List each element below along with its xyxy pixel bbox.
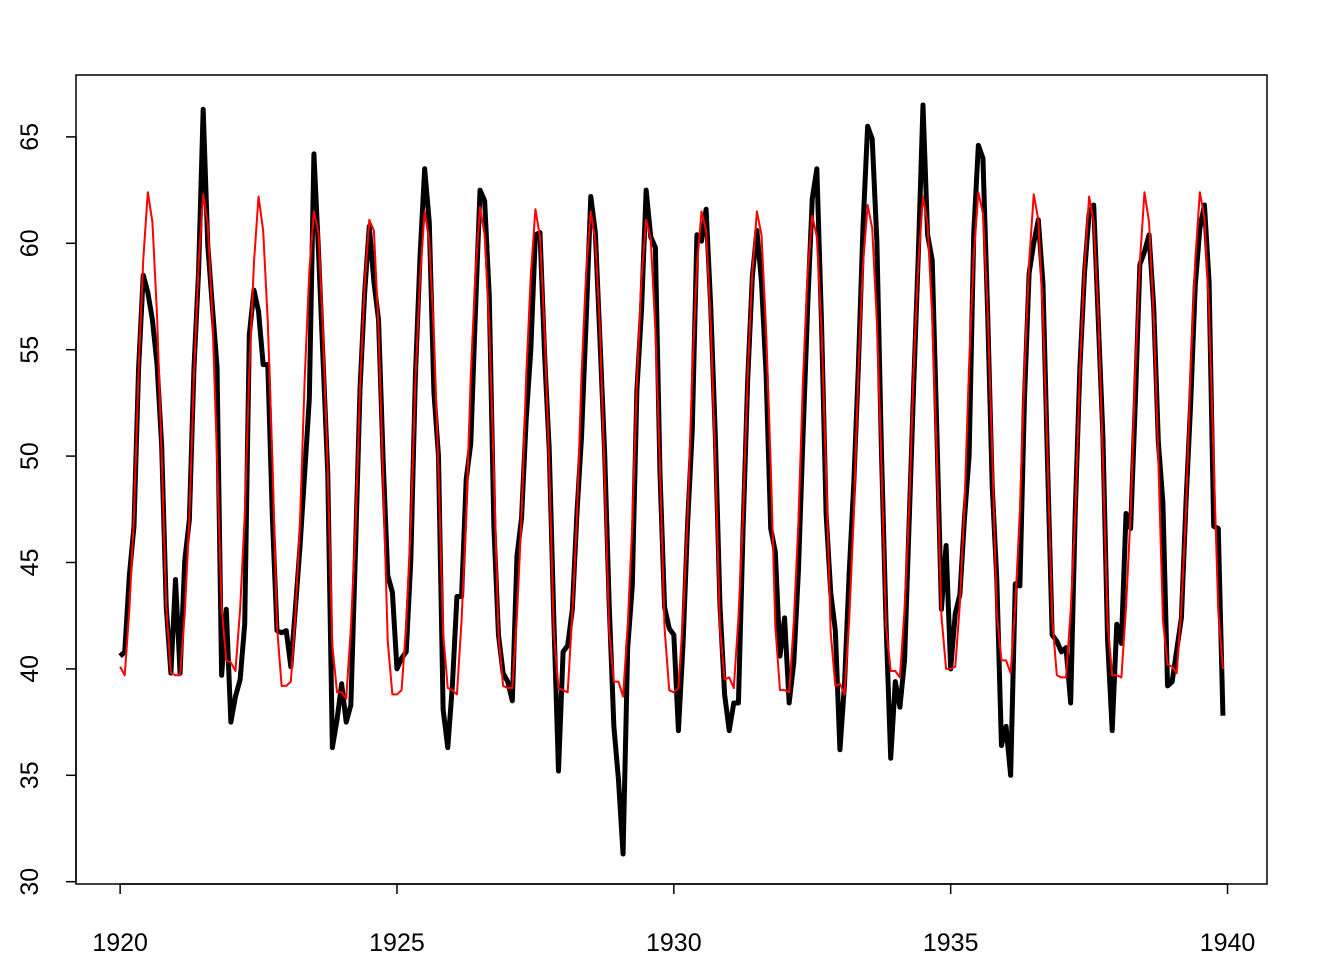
x-tick-label: 1935: [923, 929, 979, 957]
y-tick-label: 50: [16, 442, 44, 470]
y-tick-label: 40: [16, 655, 44, 683]
series-line: [118, 102, 1226, 857]
y-tick-label: 30: [16, 868, 44, 896]
series-line: [119, 191, 1224, 700]
y-tick-label: 60: [16, 229, 44, 257]
y-tick-label: 35: [16, 761, 44, 789]
x-tick-label: 1925: [369, 929, 425, 957]
x-tick-label: 1940: [1200, 929, 1256, 957]
x-tick-label: 1930: [646, 929, 702, 957]
y-tick-label: 55: [16, 336, 44, 364]
y-tick-label: 45: [16, 549, 44, 577]
y-tick-label: 65: [16, 123, 44, 151]
x-tick-label: 1920: [92, 929, 148, 957]
